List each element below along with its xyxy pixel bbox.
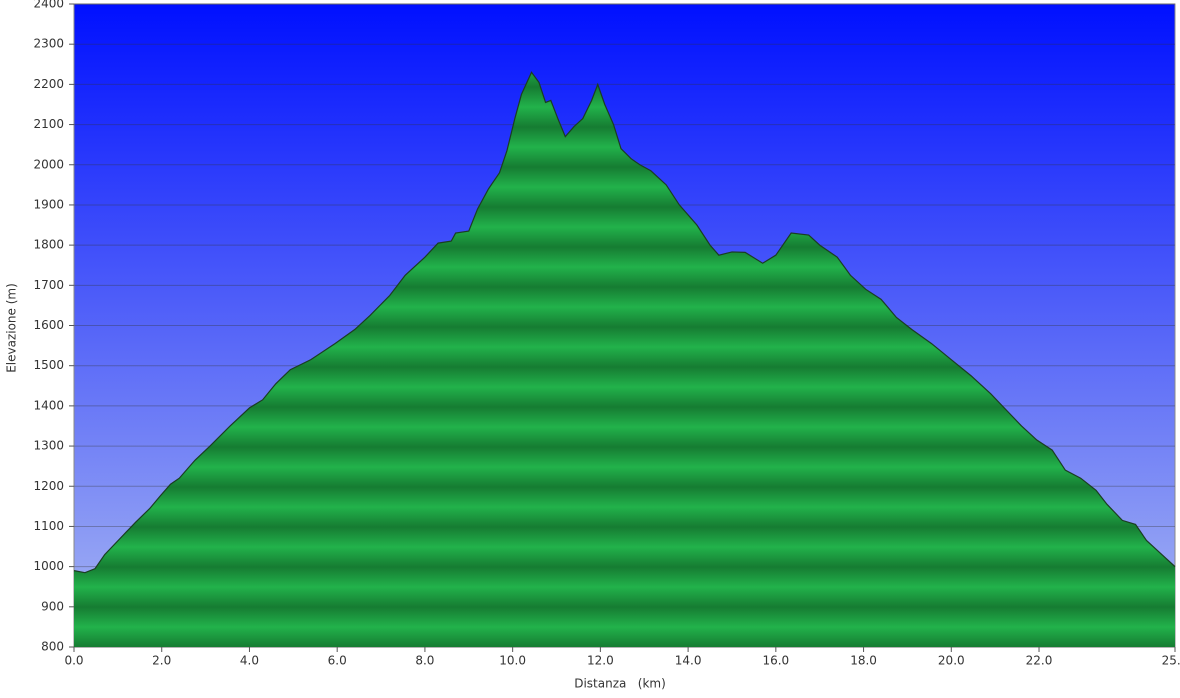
x-tick-label: 16.0 bbox=[762, 654, 789, 668]
y-axis-label: Elevazione (m) bbox=[5, 283, 19, 373]
y-tick-label: 1700 bbox=[33, 278, 64, 292]
x-tick-label: 20.0 bbox=[938, 654, 965, 668]
x-tick-label: 8.0 bbox=[415, 654, 434, 668]
elevation-area bbox=[74, 72, 1175, 648]
y-tick-label: 2200 bbox=[33, 77, 64, 91]
x-tick-label: 0.0 bbox=[64, 654, 83, 668]
x-tick-label: 14.0 bbox=[675, 654, 702, 668]
y-tick-label: 1800 bbox=[33, 238, 64, 252]
x-tick-label: 2.0 bbox=[152, 654, 171, 668]
y-tick-label: 1000 bbox=[33, 559, 64, 573]
y-tick-label: 800 bbox=[41, 640, 64, 654]
x-tick-label: 25.1 bbox=[1162, 654, 1180, 668]
y-tick-label: 2300 bbox=[33, 37, 64, 51]
x-tick-label: 4.0 bbox=[240, 654, 259, 668]
y-tick-label: 1900 bbox=[33, 197, 64, 211]
x-tick-label: 10.0 bbox=[499, 654, 526, 668]
y-tick-label: 2400 bbox=[33, 0, 64, 11]
x-tick-label: 22.0 bbox=[1026, 654, 1053, 668]
y-tick-label: 1200 bbox=[33, 479, 64, 493]
y-tick-label: 900 bbox=[41, 599, 64, 613]
x-tick-label: 12.0 bbox=[587, 654, 614, 668]
y-tick-label: 1300 bbox=[33, 439, 64, 453]
elevation-line bbox=[73, 71, 1176, 574]
y-tick-label: 2000 bbox=[33, 157, 64, 171]
x-axis-label: Distanza (km) bbox=[574, 677, 666, 691]
y-tick-label: 2100 bbox=[33, 117, 64, 131]
y-tick-label: 1500 bbox=[33, 358, 64, 372]
x-tick-label: 6.0 bbox=[328, 654, 347, 668]
y-tick-label: 1600 bbox=[33, 318, 64, 332]
y-tick-label: 1400 bbox=[33, 398, 64, 412]
x-tick-label: 18.0 bbox=[850, 654, 877, 668]
y-tick-label: 1100 bbox=[33, 519, 64, 533]
